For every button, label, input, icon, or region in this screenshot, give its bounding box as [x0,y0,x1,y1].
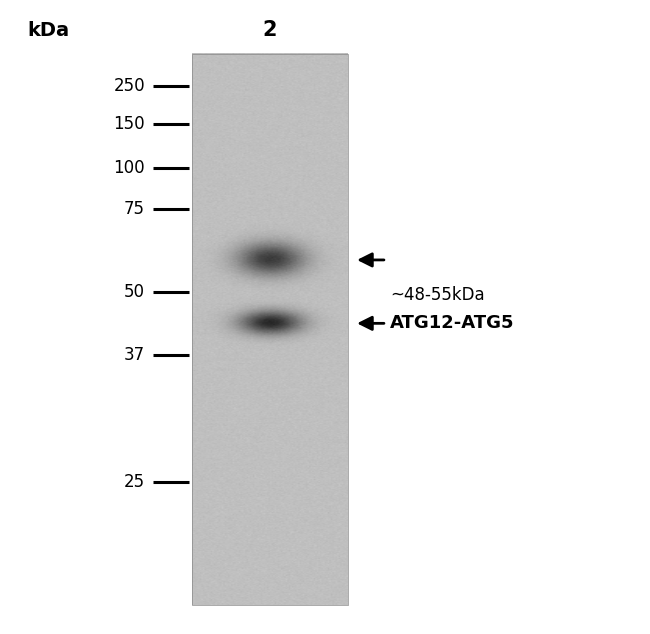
Text: 37: 37 [124,346,145,364]
Text: 250: 250 [113,77,145,94]
Text: ~48-55kDa: ~48-55kDa [390,286,485,304]
Text: 100: 100 [113,159,145,177]
Text: 150: 150 [113,115,145,133]
Text: 50: 50 [124,283,145,301]
Text: kDa: kDa [28,21,70,40]
Text: 25: 25 [124,473,145,491]
Text: 2: 2 [263,20,277,41]
Text: 75: 75 [124,200,145,218]
Text: ATG12-ATG5: ATG12-ATG5 [390,314,515,332]
